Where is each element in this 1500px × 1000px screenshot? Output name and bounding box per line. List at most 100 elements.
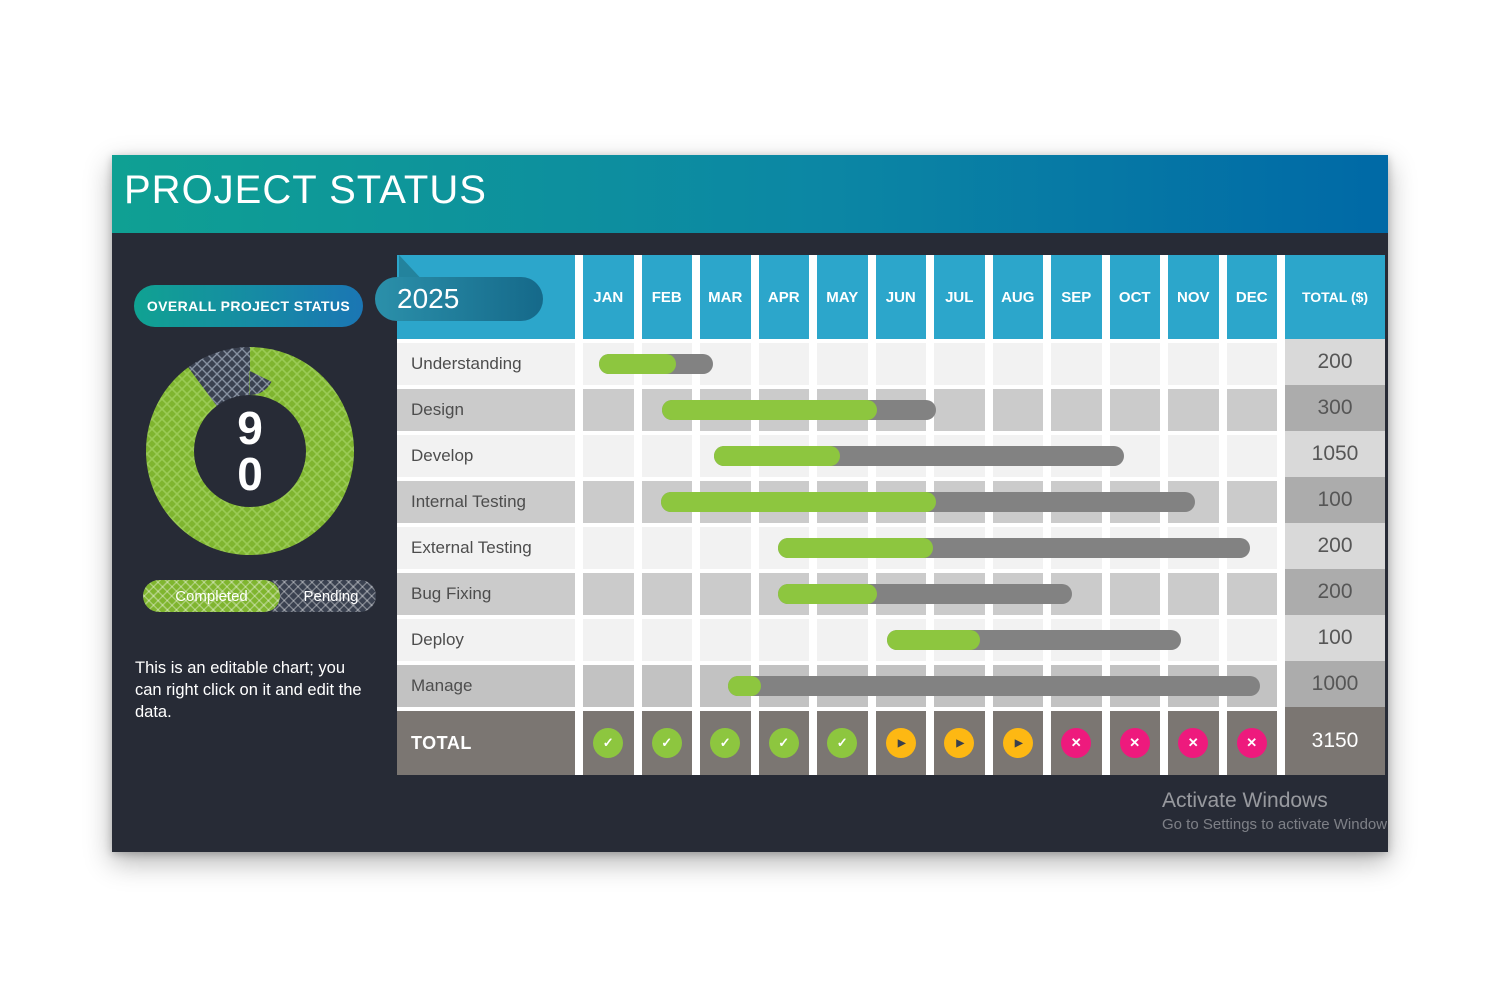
legend-completed: Completed <box>143 580 280 612</box>
gantt-bar[interactable] <box>661 400 936 420</box>
month-header-aug: AUG <box>992 255 1043 339</box>
gantt-cell <box>641 527 692 569</box>
task-total-cell: 300 <box>1285 385 1385 431</box>
gantt-cell <box>583 619 634 661</box>
gantt-cell <box>1226 619 1277 661</box>
total-status-cell: ✕ <box>1168 711 1219 775</box>
total-status-cell: ✕ <box>1051 711 1102 775</box>
gantt-cell <box>1226 343 1277 385</box>
gantt-cell <box>875 343 926 385</box>
gantt-bar[interactable] <box>661 492 1196 512</box>
gantt-cell <box>700 527 751 569</box>
check-icon: ✓ <box>827 728 858 758</box>
gantt-cell <box>583 389 634 431</box>
gantt-cell <box>1226 481 1277 523</box>
task-total-cell: 200 <box>1285 523 1385 569</box>
total-column-header: TOTAL ($) <box>1285 255 1385 339</box>
legend-pending: Pending <box>260 580 376 612</box>
activate-windows-watermark: Activate Windows <box>1162 789 1328 812</box>
check-icon: ✓ <box>593 728 624 758</box>
month-header-oct: OCT <box>1109 255 1160 339</box>
gantt-bar[interactable] <box>727 676 1261 696</box>
x-icon: ✕ <box>1236 728 1267 758</box>
gantt-cell <box>641 573 692 615</box>
play-icon: ▶ <box>885 728 916 758</box>
gantt-cell <box>1168 389 1219 431</box>
gantt-cell <box>583 435 634 477</box>
page-title: PROJECT STATUS <box>124 168 487 212</box>
year-label: 2025 <box>397 283 460 314</box>
year-pill: 2025 <box>375 277 543 321</box>
gantt-bar[interactable] <box>777 584 1073 604</box>
play-icon: ▶ <box>944 728 975 758</box>
gantt-cell <box>934 389 985 431</box>
gantt-cell <box>817 343 868 385</box>
gantt-bar-completed <box>713 446 840 466</box>
donut-pending-arc <box>146 347 354 555</box>
total-status-cell: ✕ <box>1109 711 1160 775</box>
gantt-cell <box>817 619 868 661</box>
donut-chart-svg: 9 0 <box>146 347 354 555</box>
gantt-cell <box>992 343 1043 385</box>
total-status-cell: ✓ <box>641 711 692 775</box>
task-label-cell: Design <box>397 389 575 431</box>
task-total-cell: 200 <box>1285 569 1385 615</box>
gantt-cell <box>700 573 751 615</box>
gantt-cell <box>1109 343 1160 385</box>
month-header-dec: DEC <box>1226 255 1277 339</box>
gantt-bar-completed <box>777 538 934 558</box>
gantt-cell <box>758 343 809 385</box>
month-header-jun: JUN <box>875 255 926 339</box>
task-total-cell: 100 <box>1285 477 1385 523</box>
month-header-apr: APR <box>758 255 809 339</box>
header-band: PROJECT STATUS <box>112 155 1388 233</box>
gantt-cell <box>1109 573 1160 615</box>
gantt-cell <box>1051 343 1102 385</box>
check-icon: ✓ <box>710 728 741 758</box>
task-total-cell: 200 <box>1285 339 1385 385</box>
total-status-cell: ▶ <box>992 711 1043 775</box>
overall-status-badge: OVERALL PROJECT STATUS <box>134 285 363 327</box>
activate-windows-watermark-sub: Go to Settings to activate Window <box>1162 816 1388 833</box>
gantt-bar-completed <box>599 354 677 374</box>
task-label-cell: Manage <box>397 665 575 707</box>
task-total-cell: 1000 <box>1285 661 1385 707</box>
gantt-cell <box>641 665 692 707</box>
gantt-cell <box>992 389 1043 431</box>
month-header-sep: SEP <box>1051 255 1102 339</box>
check-icon: ✓ <box>768 728 799 758</box>
total-status-cell: ▶ <box>934 711 985 775</box>
gantt-cell <box>583 527 634 569</box>
total-status-cell: ▶ <box>875 711 926 775</box>
gantt-cell <box>1168 343 1219 385</box>
gantt-bar-completed <box>886 630 981 650</box>
play-icon: ▶ <box>1002 728 1033 758</box>
total-row-label: TOTAL <box>397 711 575 775</box>
overall-status-badge-label: OVERALL PROJECT STATUS <box>146 297 351 314</box>
task-label-cell: Understanding <box>397 343 575 385</box>
gantt-bar[interactable] <box>777 538 1251 558</box>
total-status-cell: ✓ <box>583 711 634 775</box>
gantt-cell <box>1226 573 1277 615</box>
legend-completed-label: Completed <box>175 587 248 605</box>
total-status-cell: ✕ <box>1226 711 1277 775</box>
x-icon: ✕ <box>1178 728 1209 758</box>
legend-pending-label: Pending <box>303 587 359 605</box>
total-status-cell: ✓ <box>700 711 751 775</box>
task-label-cell: Bug Fixing <box>397 573 575 615</box>
donut-chart[interactable]: 9 0 <box>142 343 358 559</box>
task-label-cell: External Testing <box>397 527 575 569</box>
gantt-cell <box>1051 389 1102 431</box>
task-label-cell: Develop <box>397 435 575 477</box>
editable-note: This is an editable chart; you can right… <box>135 659 362 722</box>
gantt-bar[interactable] <box>713 446 1125 466</box>
gantt-bar[interactable] <box>599 354 714 374</box>
gantt-cell <box>758 619 809 661</box>
gantt-cell <box>1109 389 1160 431</box>
gantt-cell <box>583 573 634 615</box>
x-icon: ✕ <box>1061 728 1092 758</box>
check-icon: ✓ <box>651 728 682 758</box>
gantt-bar[interactable] <box>886 630 1181 650</box>
gantt-table[interactable]: JAN FEB MAR APR MAY JUN JUL AUG SEP OCT NOV DEC TOTA… <box>397 255 1385 775</box>
gantt-cell <box>1226 435 1277 477</box>
